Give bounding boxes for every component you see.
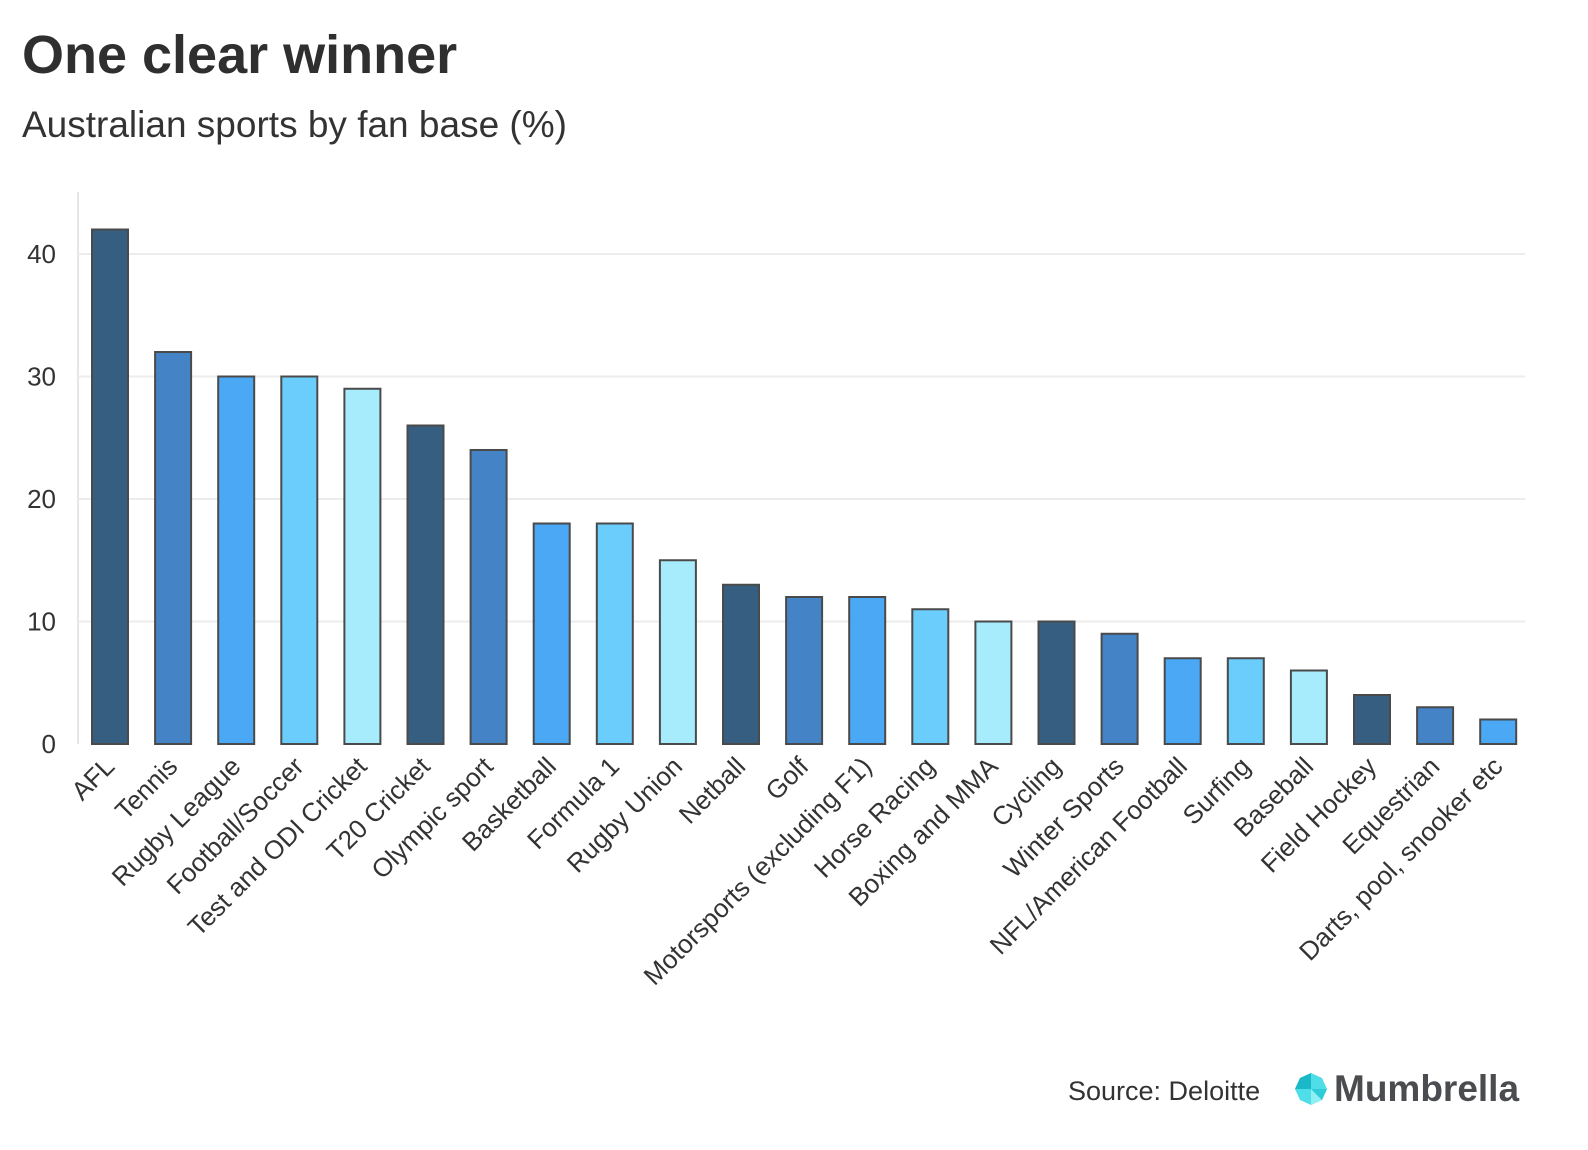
bar (532, 522, 571, 745)
source-note: Source: Deloitte (1068, 1076, 1261, 1106)
bar (1100, 632, 1139, 745)
brand-name: Mumbrella (1334, 1068, 1520, 1109)
bar (217, 375, 256, 745)
umbrella-icon (1295, 1073, 1327, 1105)
y-tick-label: 20 (27, 484, 56, 514)
y-tick-label: 30 (27, 362, 56, 392)
bar (1289, 669, 1328, 745)
bar (785, 596, 824, 745)
brand-logo: Mumbrella (1294, 1068, 1519, 1110)
bar (91, 228, 129, 745)
bar (343, 387, 382, 745)
y-tick-label: 0 (42, 729, 56, 759)
y-tick-label: 10 (27, 607, 56, 637)
bar (1416, 706, 1455, 745)
bar (1479, 718, 1518, 745)
chart-subtitle: Australian sports by fan base (%) (22, 104, 567, 145)
bar (1163, 657, 1202, 745)
bar (658, 559, 697, 745)
y-tick-label: 40 (27, 239, 56, 269)
bar (469, 449, 508, 745)
bar (1226, 657, 1265, 745)
bar (722, 583, 760, 745)
bar (154, 351, 193, 745)
x-tick-label: AFL (65, 751, 120, 806)
bar (1037, 620, 1076, 745)
bar (1353, 694, 1391, 745)
chart-title: One clear winner (22, 25, 458, 85)
x-tick-label: Golf (759, 750, 814, 805)
bar (974, 620, 1013, 745)
bar (280, 375, 319, 745)
bar (848, 596, 887, 745)
bar (595, 522, 634, 745)
x-tick-label: Netball (673, 751, 751, 829)
bar (406, 424, 445, 745)
bar (911, 608, 950, 745)
